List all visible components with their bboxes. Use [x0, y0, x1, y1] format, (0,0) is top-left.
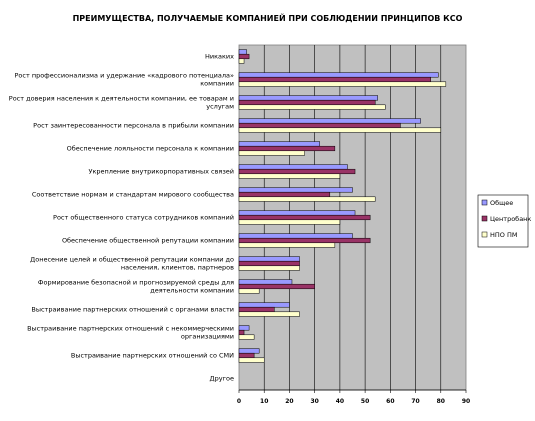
bar: [238, 81, 447, 87]
legend-swatch: [481, 215, 488, 222]
bar: [238, 173, 341, 179]
category-label: Соответствие нормам и стандартам мировог…: [32, 191, 234, 199]
x-tick-label: 60: [386, 398, 394, 405]
x-tick-label: 80: [437, 398, 445, 405]
category-labels: Никаких Рост профессионализма и удержание…: [9, 53, 234, 383]
x-tick-label: 70: [411, 398, 419, 405]
x-tick-label: 50: [361, 398, 369, 405]
bar: [238, 306, 275, 313]
x-axis-ticks: 0 10 20 30 40 50 60 70 80 90: [237, 389, 470, 405]
category-label: Рост общественного статуса сотрудников к…: [53, 214, 234, 222]
bar: [238, 325, 250, 331]
bar: [238, 242, 336, 248]
bar: [238, 348, 260, 354]
bar: [238, 288, 260, 294]
bar: [238, 283, 315, 290]
bar: [238, 72, 439, 78]
bar: [238, 150, 305, 156]
legend: Общее Центробанк НПО ПМ: [477, 194, 531, 248]
legend-swatch: [481, 199, 488, 206]
bar: [238, 141, 320, 147]
bar: [238, 334, 255, 340]
bar: [238, 279, 293, 285]
bar: [238, 145, 336, 152]
x-tick-label: 90: [462, 398, 470, 405]
category-label: Обеспечение лояльности персонала к компа…: [67, 145, 234, 153]
bar: [238, 302, 290, 308]
bar: [238, 168, 356, 175]
category-label: Укрепление внутрикорпоративных связей: [88, 168, 234, 176]
bar: [238, 260, 300, 267]
bar: [238, 265, 300, 271]
bar: [238, 219, 341, 225]
category-label: Выстраивание партнерских отношений со СМ…: [71, 352, 234, 360]
legend-label: Центробанк: [490, 215, 531, 223]
category-label: Другое: [210, 375, 234, 383]
category-label: Формирование безопасной и прогнозируемой…: [38, 279, 234, 295]
plot-area: [238, 44, 467, 391]
category-label: Выстраивание партнерских отношений с орг…: [31, 306, 234, 314]
bar: [238, 76, 431, 83]
legend-label: Общее: [490, 199, 513, 207]
bar: [238, 329, 245, 336]
bar: [238, 311, 300, 317]
bar: [238, 95, 378, 101]
category-label: Донесение целей и общественной репутации…: [30, 256, 234, 272]
bar: [238, 210, 356, 216]
category-label: Выстраивание партнерских отношений с нек…: [27, 325, 234, 341]
category-label: Никаких: [205, 53, 234, 61]
category-label: Обеспечение общественной репутации компа…: [62, 237, 234, 245]
x-tick-label: 20: [285, 398, 293, 405]
bar: [238, 357, 265, 363]
bar: [238, 187, 353, 193]
x-tick-label: 0: [237, 398, 241, 405]
bar: [238, 191, 331, 198]
bar: [238, 214, 371, 221]
x-tick-label: 30: [310, 398, 318, 405]
legend-label: НПО ПМ: [490, 231, 517, 239]
bar: [238, 58, 245, 64]
bar: [238, 196, 376, 202]
bar: [238, 164, 348, 170]
bar: [238, 122, 401, 129]
bar: [238, 99, 376, 106]
bar: [238, 256, 300, 262]
bar: [238, 104, 386, 110]
x-tick-label: 40: [336, 398, 344, 405]
bar: [238, 237, 371, 244]
category-label: Рост заинтересованности персонала в приб…: [33, 122, 234, 130]
bar: [238, 127, 442, 133]
bar: [238, 118, 421, 124]
chart-title: ПРЕИМУЩЕСТВА, ПОЛУЧАЕМЫЕ КОМПАНИЕЙ ПРИ С…: [72, 14, 463, 23]
bar: [238, 53, 250, 60]
x-tick-label: 10: [260, 398, 268, 405]
legend-swatch: [481, 231, 488, 238]
bar: [238, 352, 255, 359]
bar: [238, 233, 353, 239]
category-label: Рост профессионализма и удержание «кадро…: [15, 72, 235, 88]
category-label: Рост доверия населения к деятельности ко…: [9, 95, 234, 111]
bar: [238, 49, 247, 55]
